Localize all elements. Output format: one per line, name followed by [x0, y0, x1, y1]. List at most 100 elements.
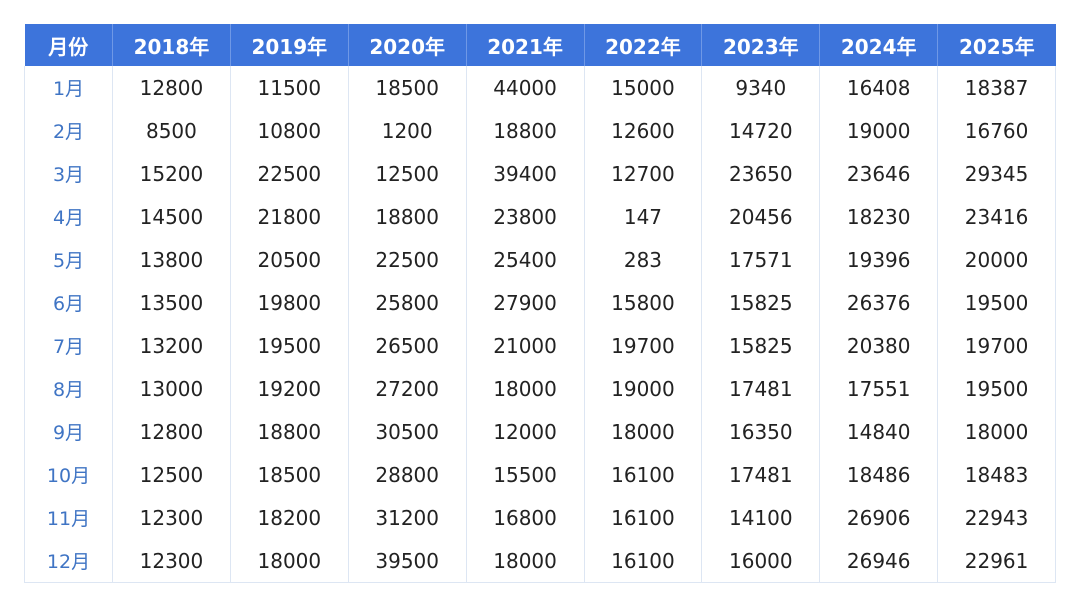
value-cell: 16350 — [701, 410, 820, 453]
value-cell: 16100 — [583, 496, 702, 539]
value-cell: 9340 — [701, 66, 820, 109]
value-cell: 22500 — [229, 152, 349, 195]
month-cell: 5月 — [24, 238, 113, 281]
table-row: 11月 12300 18200 31200 16800 16100 14100 26906 22… — [24, 496, 1056, 539]
header-cell: 2022年 — [583, 24, 702, 66]
value-cell: 1200 — [347, 109, 467, 152]
value-cell: 15000 — [583, 66, 702, 109]
value-cell: 17481 — [701, 453, 820, 496]
value-cell: 17551 — [819, 367, 938, 410]
table-row: 4月 14500 21800 18800 23800 147 20456 18230 23416 — [24, 195, 1056, 238]
value-cell: 16100 — [583, 453, 702, 496]
value-cell: 13200 — [112, 324, 231, 367]
value-cell: 20380 — [819, 324, 938, 367]
header-cell: 月份 — [24, 24, 113, 66]
value-cell: 18800 — [229, 410, 349, 453]
value-cell: 16760 — [937, 109, 1056, 152]
value-cell: 14100 — [701, 496, 820, 539]
value-cell: 15825 — [701, 324, 820, 367]
value-cell: 12500 — [112, 453, 231, 496]
value-cell: 27900 — [465, 281, 584, 324]
value-cell: 29345 — [937, 152, 1056, 195]
month-cell: 8月 — [24, 367, 113, 410]
table-row: 7月 13200 19500 26500 21000 19700 15825 20380 197… — [24, 324, 1056, 367]
month-cell: 12月 — [24, 539, 113, 583]
value-cell: 19500 — [937, 367, 1056, 410]
value-cell: 14500 — [112, 195, 231, 238]
value-cell: 16000 — [701, 539, 820, 583]
value-cell: 12300 — [112, 539, 231, 583]
value-cell: 30500 — [347, 410, 467, 453]
table-row: 10月 12500 18500 28800 15500 16100 17481 18486 18… — [24, 453, 1056, 496]
value-cell: 17571 — [701, 238, 820, 281]
value-cell: 17481 — [701, 367, 820, 410]
value-cell: 25400 — [465, 238, 584, 281]
value-cell: 18486 — [819, 453, 938, 496]
value-cell: 23650 — [701, 152, 820, 195]
value-cell: 15500 — [465, 453, 584, 496]
value-cell: 13000 — [112, 367, 231, 410]
value-cell: 19500 — [229, 324, 349, 367]
value-cell: 21800 — [229, 195, 349, 238]
data-table: 月份 2018年 2019年 2020年 2021年 2022年 2023年 2024年 202… — [24, 24, 1056, 583]
value-cell: 283 — [583, 238, 702, 281]
month-cell: 2月 — [24, 109, 113, 152]
value-cell: 12800 — [112, 66, 231, 109]
value-cell: 15800 — [583, 281, 702, 324]
value-cell: 12700 — [583, 152, 702, 195]
value-cell: 16800 — [465, 496, 584, 539]
header-cell: 2024年 — [819, 24, 938, 66]
value-cell: 22500 — [347, 238, 467, 281]
value-cell: 13500 — [112, 281, 231, 324]
table-row: 6月 13500 19800 25800 27900 15800 15825 26376 195… — [24, 281, 1056, 324]
value-cell: 19700 — [937, 324, 1056, 367]
month-cell: 9月 — [24, 410, 113, 453]
table-row: 9月 12800 18800 30500 12000 18000 16350 14840 180… — [24, 410, 1056, 453]
value-cell: 147 — [583, 195, 702, 238]
value-cell: 18230 — [819, 195, 938, 238]
table-row: 3月 15200 22500 12500 39400 12700 23650 23646 293… — [24, 152, 1056, 195]
value-cell: 19800 — [229, 281, 349, 324]
value-cell: 39500 — [347, 539, 467, 583]
value-cell: 18387 — [937, 66, 1056, 109]
value-cell: 8500 — [112, 109, 231, 152]
value-cell: 18000 — [465, 539, 584, 583]
value-cell: 20456 — [701, 195, 820, 238]
value-cell: 20500 — [229, 238, 349, 281]
value-cell: 18000 — [937, 410, 1056, 453]
value-cell: 12600 — [583, 109, 702, 152]
month-cell: 6月 — [24, 281, 113, 324]
value-cell: 11500 — [229, 66, 349, 109]
month-cell: 11月 — [24, 496, 113, 539]
value-cell: 10800 — [229, 109, 349, 152]
value-cell: 22961 — [937, 539, 1056, 583]
value-cell: 19500 — [937, 281, 1056, 324]
table-row: 12月 12300 18000 39500 18000 16100 16000 26946 22… — [24, 539, 1056, 583]
value-cell: 21000 — [465, 324, 584, 367]
month-cell: 4月 — [24, 195, 113, 238]
table-row: 1月 12800 11500 18500 44000 15000 9340 16408 1838… — [24, 66, 1056, 109]
value-cell: 16408 — [819, 66, 938, 109]
value-cell: 19000 — [819, 109, 938, 152]
value-cell: 19000 — [583, 367, 702, 410]
value-cell: 18800 — [465, 109, 584, 152]
value-cell: 12800 — [112, 410, 231, 453]
value-cell: 23416 — [937, 195, 1056, 238]
value-cell: 26376 — [819, 281, 938, 324]
value-cell: 15825 — [701, 281, 820, 324]
value-cell: 39400 — [465, 152, 584, 195]
value-cell: 18500 — [347, 66, 467, 109]
month-cell: 1月 — [24, 66, 113, 109]
value-cell: 23646 — [819, 152, 938, 195]
value-cell: 26906 — [819, 496, 938, 539]
value-cell: 26946 — [819, 539, 938, 583]
value-cell: 44000 — [465, 66, 584, 109]
header-cell: 2020年 — [347, 24, 467, 66]
month-cell: 3月 — [24, 152, 113, 195]
value-cell: 19396 — [819, 238, 938, 281]
table-row: 8月 13000 19200 27200 18000 19000 17481 17551 195… — [24, 367, 1056, 410]
value-cell: 22943 — [937, 496, 1056, 539]
value-cell: 12000 — [465, 410, 584, 453]
value-cell: 18200 — [229, 496, 349, 539]
